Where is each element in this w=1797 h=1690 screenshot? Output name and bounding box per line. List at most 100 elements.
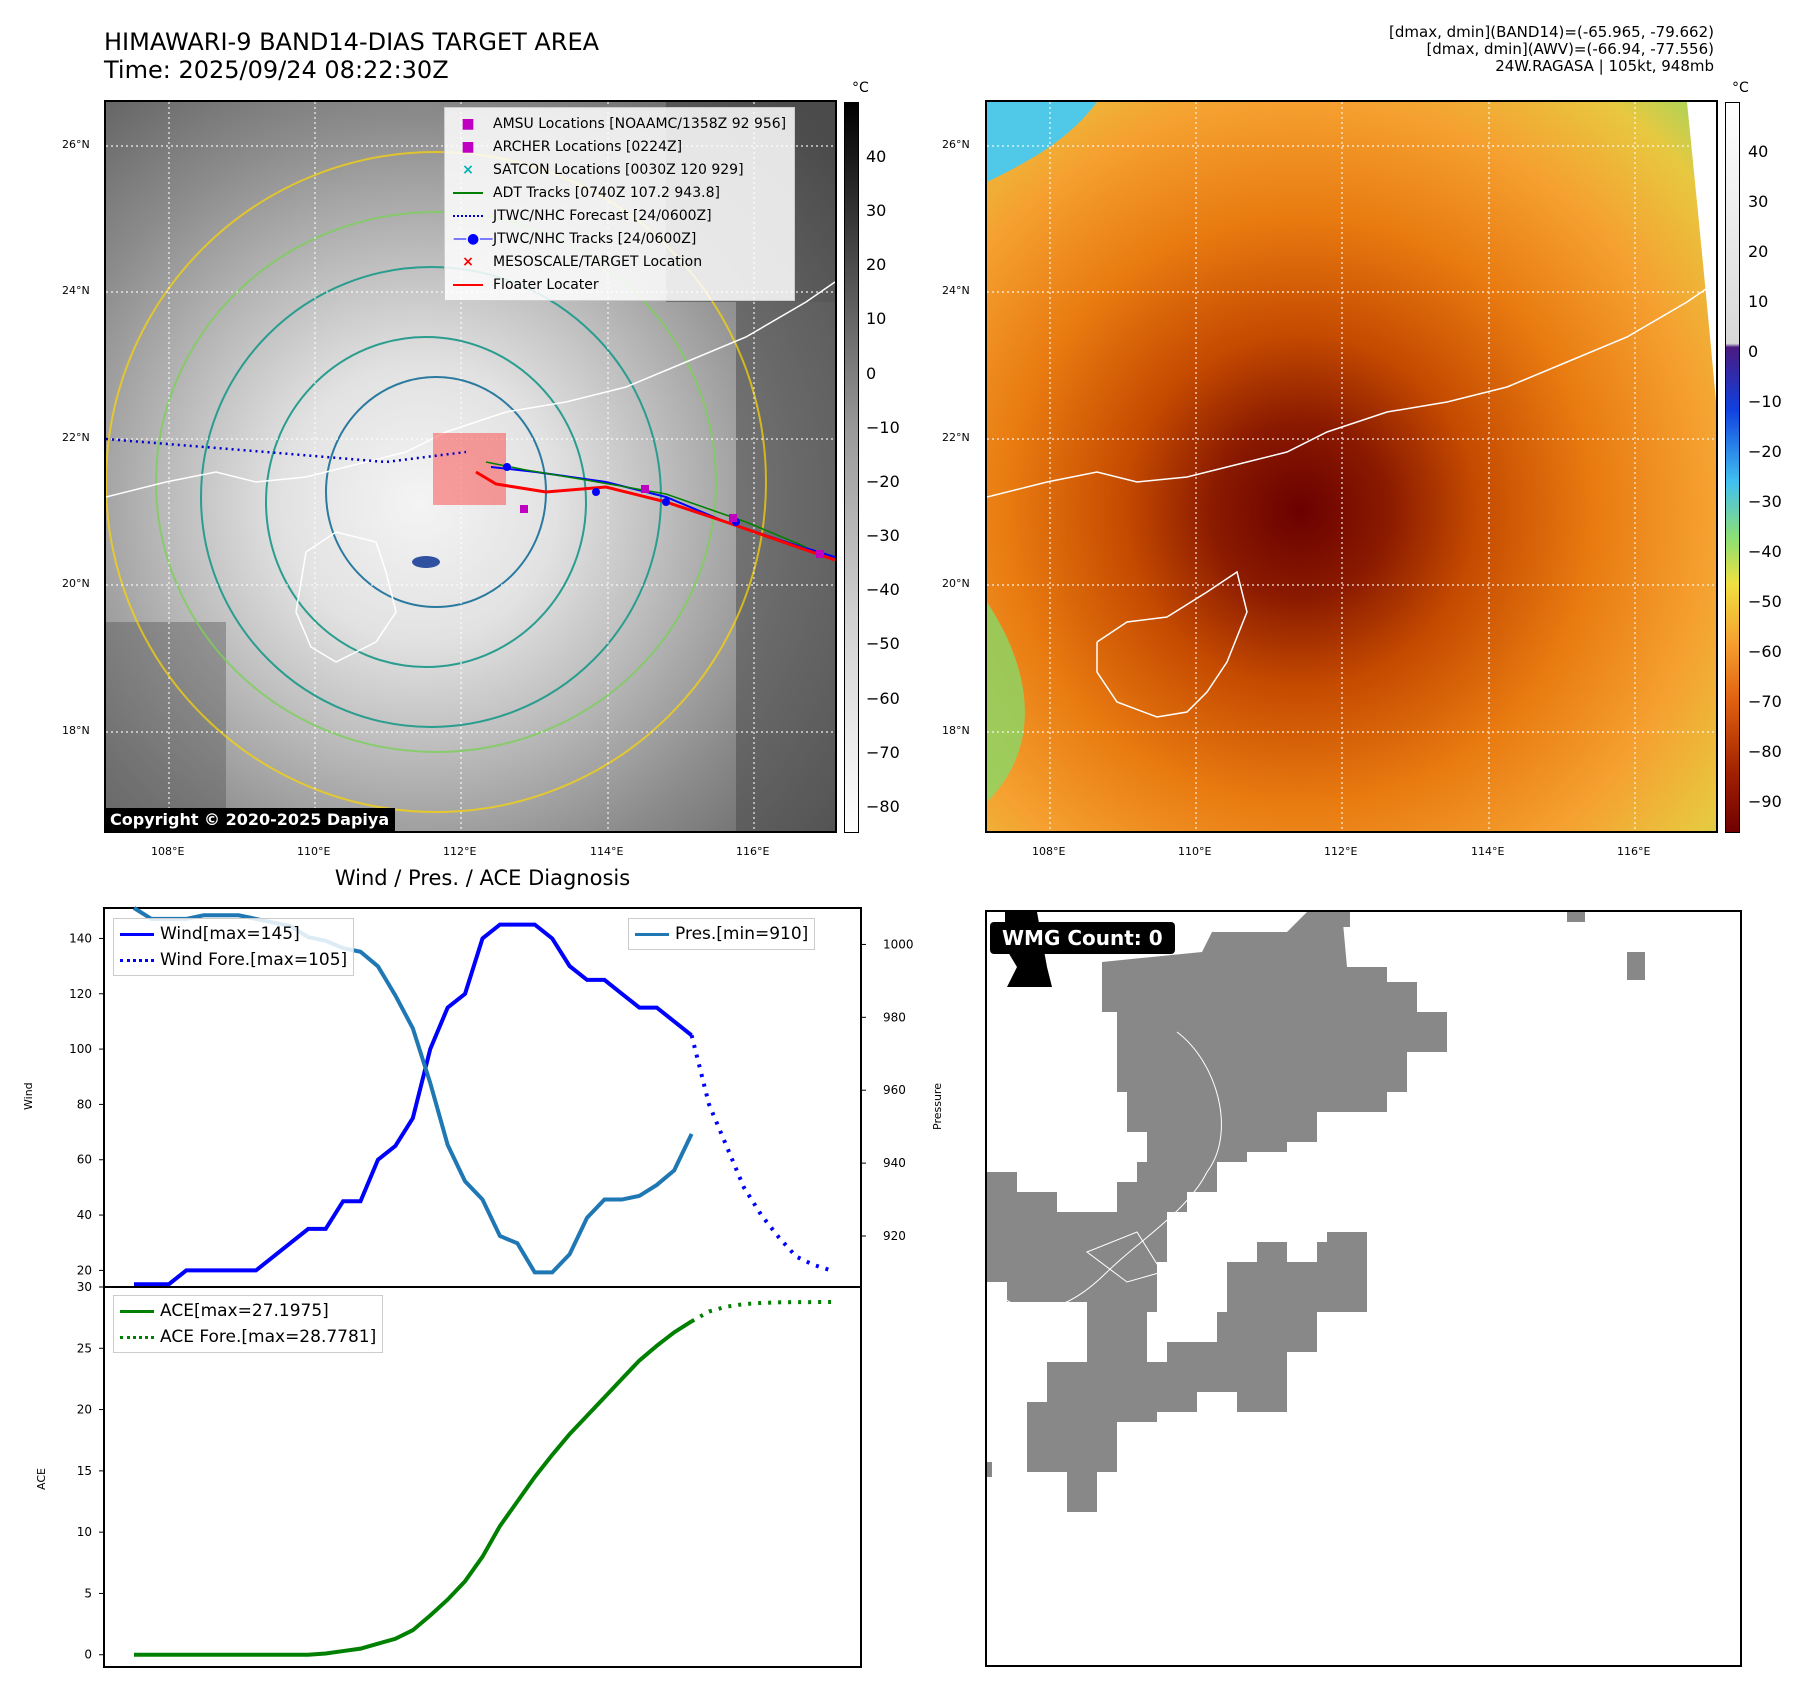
stats-header: [dmax, dmin](BAND14)=(-65.965, -79.662) … [1389,24,1714,75]
legend-item-floater: Floater Locater [453,273,786,296]
wind-ytick-label: 140 [69,931,92,945]
diagnosis-title: Wind / Pres. / ACE Diagnosis [334,866,631,890]
lat-label: 18°N [62,724,90,737]
legend-item-amsu: ■ AMSU Locations [NOAAMC/1358Z 92 956] [453,112,786,135]
wind-axis-label: Wind [22,1082,35,1110]
wind-forecast-line [689,1034,832,1273]
line-marker-icon [453,277,483,293]
colorbar-tick-label: −50 [866,634,900,654]
wind-ytick-label: 80 [77,1097,92,1111]
legend-item-tracks: —●— JTWC/NHC Tracks [24/0600Z] [453,230,697,247]
colorbar-tick-label: 0 [1748,342,1759,361]
colorbar-tick-label: −20 [866,471,900,491]
colorbar-tick-label: 10 [866,309,887,329]
pressure-ytick-label: 1000 [883,937,914,951]
wmg-panel [985,910,1742,1667]
ace-ytick-label: 30 [77,1280,92,1294]
title-line-2: Time: 2025/09/24 08:22:30Z [104,56,449,84]
colorbar-tick-label: −60 [866,688,900,708]
lat-label: 22°N [62,431,90,444]
lat-label: 26°N [62,138,90,151]
colorbar-tick-label: −50 [1748,592,1782,611]
ace-axis-label: ACE [35,1468,48,1490]
stats-line-2: [dmax, dmin](AWV)=(-66.94, -77.556) [1426,40,1714,58]
colorbar-tick-label: −30 [866,526,900,546]
ace-ytick-label: 10 [77,1525,92,1539]
lon-label: 112°E [1324,845,1358,858]
legend-ace: ACE[max=27.1975] [120,1298,376,1324]
ace-plot-frame [103,1286,862,1668]
ace-ytick-label: 15 [77,1464,92,1478]
wind-ytick-label: 20 [77,1263,92,1277]
lat-label: 24°N [942,284,970,297]
colorbar-tick-label: −10 [866,417,900,437]
pressure-axis-label: Pressure [931,1083,944,1130]
colorbar-tick-label: 20 [866,255,887,275]
wind-ytick-label: 40 [77,1208,92,1222]
ir-colorbar [844,102,859,833]
ace-legend: ACE[max=27.1975] ACE Fore.[max=28.7781] [113,1295,384,1353]
chart-title: HIMAWARI-9 BAND14-DIAS TARGET AREA Time:… [104,28,599,84]
colorbar-tick-label: −80 [866,796,900,816]
legend-wind-fore: Wind Fore.[max=105] [120,947,347,973]
lon-label: 116°E [736,845,770,858]
colorbar-tick-label: −40 [866,580,900,600]
awv-map-svg [987,102,1716,831]
ace-ytick-label: 20 [77,1403,92,1417]
wind-series-line [134,922,693,1287]
legend-item-adt: ADT Tracks [0740Z 107.2 943.8] [453,181,786,204]
wmg-svg [987,912,1645,1512]
dotted-line-icon [120,950,154,970]
ace-series-line [134,1319,693,1657]
awv-colorbar [1725,102,1740,833]
legend-item-archer: ■ ARCHER Locations [0224Z] [453,135,786,158]
legend-wind: Wind[max=145] [120,921,347,947]
dotted-line-icon [453,208,483,224]
legend-item-target: × MESOSCALE/TARGET Location [453,250,786,273]
legend-pres: Pres.[min=910] [635,921,808,947]
colorbar-tick-label: 0 [866,363,877,383]
pressure-ytick-label: 940 [883,1156,906,1170]
legend-ace-fore: ACE Fore.[max=28.7781] [120,1324,376,1350]
wind-ytick-label: 120 [69,987,92,1001]
colorbar-tick-label: −80 [1748,742,1782,761]
lon-label: 110°E [1178,845,1212,858]
stats-line-1: [dmax, dmin](BAND14)=(-65.965, -79.662) [1389,23,1714,41]
dotted-line-icon [120,1327,154,1347]
x-marker-icon: × [462,161,474,178]
lat-label: 24°N [62,284,90,297]
colorbar-tick-label: −30 [1748,492,1782,511]
colorbar-tick-label: −40 [1748,542,1782,561]
pressure-ytick-label: 980 [883,1010,906,1024]
pressure-legend: Pres.[min=910] [628,918,816,950]
colorbar-tick-label: −70 [1748,692,1782,711]
line-marker-icon [453,185,483,201]
wind-ytick-label: 60 [77,1153,92,1167]
stats-line-3: 24W.RAGASA | 105kt, 948mb [1495,57,1714,75]
pressure-ytick-label: 960 [883,1083,906,1097]
colorbar-tick-label: −10 [1748,392,1782,411]
colorbar-tick-label: 30 [1748,192,1769,211]
cbar-unit: °C [852,80,869,96]
ace-plot: 0 5 10 15 20 25 30 [77,1280,862,1668]
wind-ytick-label: 100 [69,1042,92,1056]
ace-ytick-label: 5 [84,1586,92,1600]
lon-label: 114°E [590,845,624,858]
colorbar-tick-label: 10 [1748,292,1769,311]
colorbar-tick-label: 20 [1748,242,1769,261]
pressure-series-line [132,906,694,1275]
lon-label: 110°E [297,845,331,858]
lat-label: 20°N [942,577,970,590]
lat-label: 22°N [942,431,970,444]
line-icon [635,924,669,944]
colorbar-tick-label: 40 [866,147,887,166]
colorbar-tick-label: 40 [1748,142,1769,161]
lon-label: 108°E [151,845,185,858]
wind-legend: Wind[max=145] Wind Fore.[max=105] [113,918,355,976]
line-icon [120,1301,154,1321]
colorbar-tick-label: 30 [866,201,887,221]
lon-label: 114°E [1471,845,1505,858]
colorbar-tick-label: −60 [1748,642,1782,661]
x-marker-icon: × [462,253,474,270]
square-marker-icon: ■ [461,138,475,155]
